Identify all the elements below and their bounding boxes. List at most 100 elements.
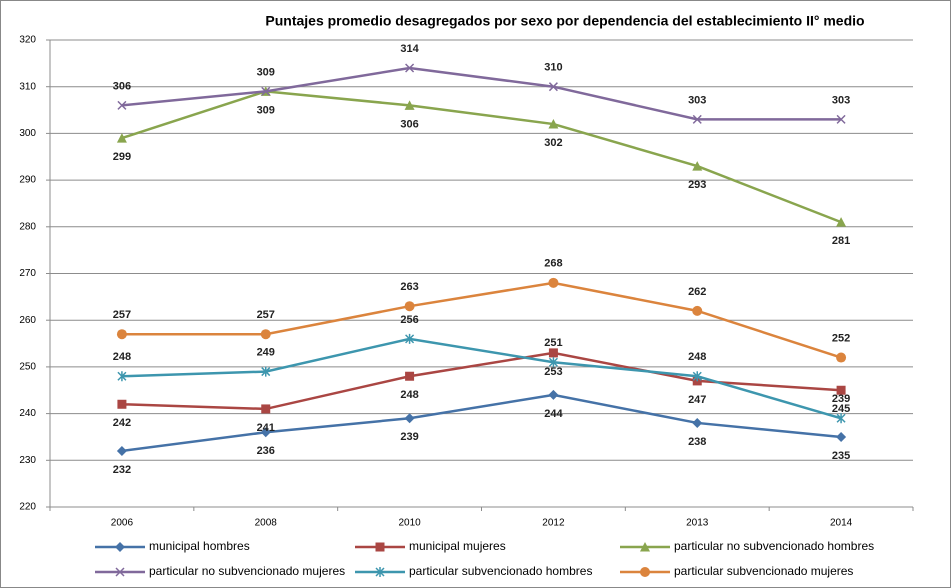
marker <box>116 445 127 456</box>
marker <box>692 161 703 171</box>
data-label: 268 <box>544 258 562 270</box>
legend-label: municipal hombres <box>149 539 250 553</box>
data-label: 244 <box>544 408 563 420</box>
marker <box>692 305 703 316</box>
data-label: 306 <box>113 80 131 92</box>
marker <box>692 114 702 124</box>
data-label: 238 <box>688 436 706 448</box>
marker <box>404 413 415 424</box>
data-label: 232 <box>113 464 131 476</box>
marker <box>836 114 846 124</box>
marker <box>405 371 415 381</box>
marker <box>261 404 271 414</box>
series-line <box>121 90 842 224</box>
data-label: 303 <box>832 94 850 106</box>
legend-label: particular no subvencionado hombres <box>674 539 874 553</box>
y-tick-label: 320 <box>19 35 36 46</box>
marker <box>117 100 127 110</box>
y-tick-label: 240 <box>19 408 36 419</box>
data-label: 248 <box>400 389 418 401</box>
marker <box>260 329 271 340</box>
data-label: 241 <box>257 422 275 434</box>
marker <box>692 417 703 428</box>
data-label: 236 <box>257 445 275 457</box>
marker <box>116 329 127 340</box>
data-label: 249 <box>257 346 275 358</box>
data-label: 245 <box>832 403 850 415</box>
y-tick-label: 310 <box>19 81 36 92</box>
y-tick-label: 300 <box>19 128 36 139</box>
x-tick-label: 2010 <box>398 518 421 529</box>
x-tick-label: 2013 <box>686 518 709 529</box>
data-label: 302 <box>544 137 562 149</box>
marker <box>548 119 559 129</box>
data-label: 262 <box>688 286 706 298</box>
marker <box>117 371 127 382</box>
y-tick-label: 250 <box>19 362 36 373</box>
data-label: 306 <box>400 118 418 130</box>
x-tick-label: 2006 <box>111 518 134 529</box>
legend-item: particular no subvencionado mujeres <box>95 564 345 578</box>
marker <box>836 385 846 395</box>
data-label: 253 <box>544 366 562 378</box>
marker <box>836 352 847 363</box>
marker <box>692 371 702 382</box>
marker <box>261 366 271 377</box>
marker <box>836 413 846 424</box>
series-line <box>121 66 842 121</box>
marker <box>115 542 125 552</box>
data-label: 314 <box>400 43 419 55</box>
marker <box>836 217 847 227</box>
x-tick-label: 2012 <box>542 518 565 529</box>
data-label: 281 <box>832 235 850 247</box>
data-label: 257 <box>113 309 131 321</box>
data-label: 248 <box>688 351 706 363</box>
marker <box>375 567 385 577</box>
marker <box>375 542 385 552</box>
data-label: 251 <box>544 337 562 349</box>
marker <box>116 133 127 143</box>
marker <box>117 399 127 409</box>
y-tick-label: 220 <box>19 502 36 513</box>
marker <box>260 427 271 438</box>
data-label: 235 <box>832 450 850 462</box>
marker <box>548 389 559 400</box>
data-label: 252 <box>832 332 850 344</box>
data-label: 248 <box>113 351 131 363</box>
data-label: 309 <box>257 104 275 116</box>
data-label: 263 <box>400 281 418 293</box>
series-line <box>121 393 842 453</box>
marker <box>405 63 415 73</box>
legend-item: particular no subvencionado hombres <box>620 539 874 553</box>
marker <box>261 86 271 96</box>
marker <box>640 567 650 577</box>
data-label: 239 <box>832 393 850 405</box>
legend-item: particular subvencionado mujeres <box>620 564 853 578</box>
series-line <box>121 281 842 359</box>
data-label: 247 <box>688 394 706 406</box>
legend-label: municipal mujeres <box>409 539 506 553</box>
marker <box>405 333 415 344</box>
data-label: 310 <box>544 62 562 74</box>
marker <box>548 82 558 92</box>
marker <box>836 431 847 442</box>
legend-label: particular subvencionado hombres <box>409 564 592 578</box>
marker <box>548 348 558 358</box>
y-tick-label: 290 <box>19 175 36 186</box>
data-label: 257 <box>257 309 275 321</box>
y-tick-label: 260 <box>19 315 36 326</box>
data-label: 303 <box>688 94 706 106</box>
legend-item: particular subvencionado hombres <box>355 564 592 578</box>
data-label: 299 <box>113 151 131 163</box>
x-tick-label: 2014 <box>830 518 853 529</box>
data-label: 309 <box>257 66 275 78</box>
marker <box>548 277 559 288</box>
legend-item: municipal hombres <box>95 539 250 553</box>
chart-title: Puntajes promedio desagregados por sexo … <box>265 13 864 29</box>
data-label: 239 <box>400 431 418 443</box>
y-tick-label: 280 <box>19 221 36 232</box>
marker <box>404 100 415 110</box>
marker <box>115 567 125 577</box>
